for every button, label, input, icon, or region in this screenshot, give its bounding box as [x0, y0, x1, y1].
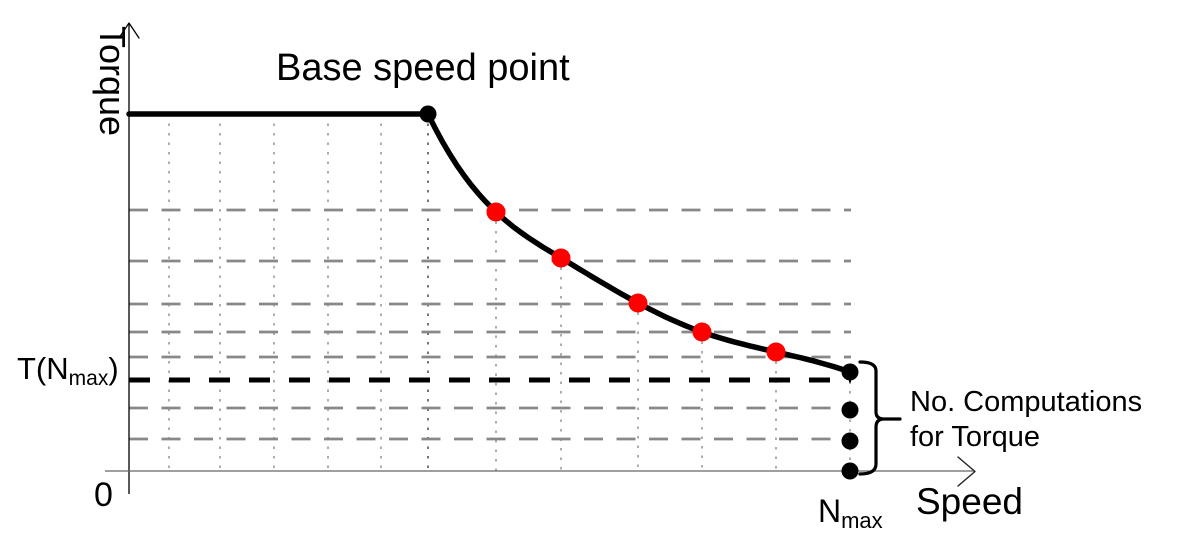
- svg-text:0: 0: [94, 476, 113, 514]
- svg-text:Torque: Torque: [92, 26, 133, 136]
- svg-text:T(Nmax): T(Nmax): [17, 351, 119, 390]
- svg-text:for Torque: for Torque: [910, 421, 1040, 453]
- svg-text:Base speed point: Base speed point: [276, 47, 570, 89]
- svg-text:No. Computations: No. Computations: [910, 386, 1142, 418]
- svg-text:Nmax: Nmax: [818, 493, 883, 533]
- svg-text:Speed: Speed: [916, 481, 1023, 522]
